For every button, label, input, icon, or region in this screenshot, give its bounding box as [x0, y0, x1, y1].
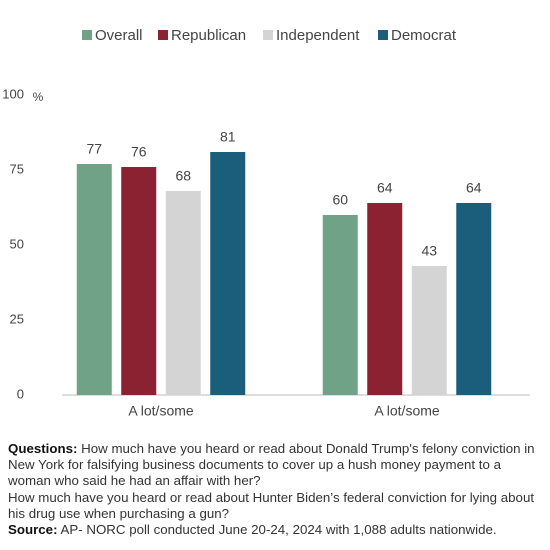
- question: How much have you heard or read about Hu…: [8, 489, 535, 521]
- bar: [165, 191, 201, 395]
- question: How much have you heard or read about Do…: [8, 441, 535, 489]
- y-tick-label: 0: [17, 386, 24, 401]
- legend-swatch: [82, 30, 92, 40]
- source-label: Source:: [8, 522, 58, 538]
- legend-label: Independent: [276, 27, 360, 44]
- data-label: 68: [175, 168, 191, 184]
- legend-swatch: [378, 30, 388, 40]
- notes: Questions: How much have you heard or re…: [8, 441, 546, 538]
- data-label: 43: [421, 243, 437, 259]
- y-tick-label: 50: [10, 236, 24, 251]
- legend-swatch: [158, 30, 168, 40]
- chart: % 0 25 50 75 100 Overall Republican Independent…: [2, 27, 530, 419]
- bar: [76, 164, 112, 395]
- data-label: 77: [86, 141, 102, 157]
- data-label: 64: [466, 180, 482, 196]
- y-tick-label: 25: [10, 311, 24, 326]
- x-tick-label: A lot/some: [128, 403, 194, 419]
- bar: [411, 266, 447, 395]
- y-tick-label: 75: [10, 161, 24, 176]
- data-label: 76: [131, 144, 147, 160]
- bar: [456, 203, 492, 395]
- bar: [210, 152, 246, 395]
- legend-label: Republican: [171, 27, 246, 44]
- data-label: 81: [220, 129, 236, 145]
- questions-label: Questions:: [8, 441, 78, 456]
- y-tick-label: 100: [2, 86, 24, 101]
- bar: [322, 215, 358, 395]
- bar: [121, 167, 157, 395]
- legend-label: Democrat: [391, 27, 457, 44]
- bar: [367, 203, 403, 395]
- source: AP- NORC poll conducted June 20-24, 2024…: [60, 522, 497, 538]
- y-unit: %: [33, 90, 44, 104]
- legend-label: Overall: [95, 27, 143, 44]
- data-label: 60: [332, 192, 348, 208]
- data-label: 64: [377, 180, 393, 196]
- x-tick-label: A lot/some: [374, 403, 440, 419]
- legend-swatch: [263, 30, 273, 40]
